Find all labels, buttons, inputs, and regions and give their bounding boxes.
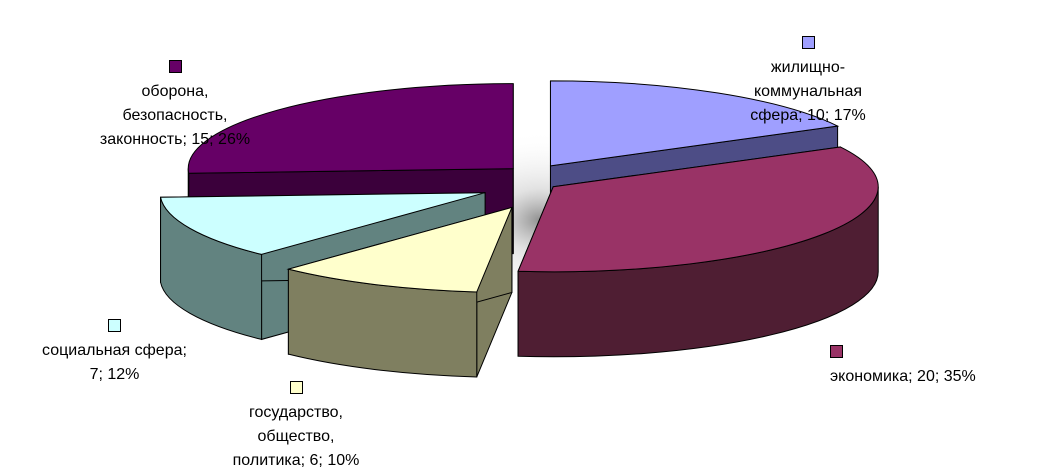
slice-label-economy-text: экономика; 20; 35% [830,368,976,385]
legend-swatch-economy [830,345,843,358]
legend-swatch-housing [802,36,815,49]
legend-swatch-defense [169,60,182,73]
slice-label-state-text: государство, общество, политика; 6; 10% [233,404,360,469]
slice-label-social: социальная сфера; 7; 12% [12,291,217,387]
slice-label-economy: экономика; 20; 35% [830,317,1040,389]
slice-label-defense: оборона, безопасность, законность; 15; 2… [60,32,290,152]
slice-label-housing: жилищно- коммунальная сфера; 10; 17% [718,8,898,128]
slice-label-housing-text: жилищно- коммунальная сфера; 10; 17% [750,59,865,124]
slice-label-social-text: социальная сфера; 7; 12% [42,342,187,383]
legend-swatch-social [108,319,121,332]
pie-chart: жилищно- коммунальная сфера; 10; 17% эко… [0,0,1042,434]
legend-swatch-state [290,381,303,394]
slice-label-defense-text: оборона, безопасность, законность; 15; 2… [100,83,250,148]
slice-label-state: государство, общество, политика; 6; 10% [196,353,396,473]
